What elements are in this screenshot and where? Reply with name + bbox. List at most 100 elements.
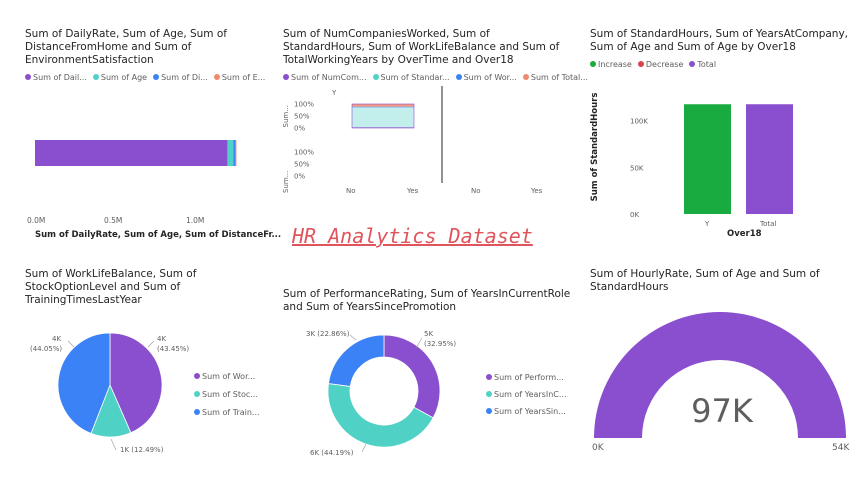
gauge-max-label: 54K (832, 443, 850, 453)
data-label: 4K (157, 335, 166, 343)
data-label: (32.95%) (424, 340, 456, 348)
legend-dot-icon (92, 74, 99, 80)
donut-chart[interactable]: 5K (32.95%) 6K (44.19%) 3K (22.86%) (280, 318, 480, 468)
waterfall-bar (684, 104, 731, 214)
y-tick: 50% (294, 113, 310, 121)
legend-dot-icon (486, 408, 492, 414)
y-tick: 50K (630, 164, 644, 172)
legend-dot-icon (283, 74, 289, 80)
legend-dot-icon (637, 61, 644, 67)
data-label: (43.45%) (157, 345, 189, 353)
legend-dot-icon (590, 61, 596, 67)
legend-item[interactable]: Sum of Di... (153, 73, 208, 82)
panel-header: Y (331, 89, 337, 97)
legend-label: Sum of Stoc... (202, 390, 258, 399)
legend-dot-icon (194, 409, 200, 415)
legend-label: Sum of NumCom... (291, 73, 367, 82)
y-tick: 0% (294, 173, 305, 181)
legend-dot-icon (194, 373, 200, 379)
x-tick: Total (759, 220, 776, 228)
legend-dot-icon (194, 391, 200, 397)
x-tick: Y (704, 220, 710, 228)
gauge-value: 97K (691, 392, 753, 430)
gauge-min-label: 0K (592, 443, 604, 453)
gauge-arc (594, 312, 846, 438)
leader-line (415, 337, 423, 349)
bar-segment (233, 140, 236, 166)
legend-label: Sum of YearsInC... (494, 390, 567, 399)
pie-slice (57, 332, 111, 434)
legend-dot-icon (25, 74, 31, 80)
y-tick: 50% (294, 161, 310, 169)
legend-item[interactable]: Sum of Wor... (194, 368, 260, 386)
stacked-segment (352, 127, 414, 128)
x-tick: Yes (406, 187, 419, 195)
legend-item[interactable]: Decrease (637, 60, 684, 69)
x-tick: No (346, 187, 356, 195)
x-axis-title: Sum of DailyRate, Sum of Age, Sum of Dis… (35, 230, 282, 240)
legend-item[interactable]: Sum of YearsSin... (486, 403, 567, 420)
stacked-segment (352, 107, 414, 128)
legend-dot-icon (455, 74, 462, 80)
small-multiples-chart[interactable]: Y Sum... Sum... 100% 50% 0% 100% 50% 0% No Yes No Ye… (280, 86, 570, 196)
legend-dot-icon (372, 74, 379, 80)
gauge-chart (594, 312, 846, 438)
leader-line (110, 438, 117, 451)
visual-title: Sum of StandardHours, Sum of YearsAtComp… (590, 28, 848, 53)
legend-item[interactable]: Sum of Train... (194, 404, 260, 422)
legend-item[interactable]: Sum of Perform... (486, 369, 567, 386)
chart-legend: Sum of NumCom... Sum of Standar... Sum of … (283, 73, 594, 82)
pie-chart[interactable]: 4K (43.45%) 1K (12.49%) 4K (44.05%) (0, 315, 270, 475)
stacked-area-outline (351, 103, 415, 129)
legend-item[interactable]: Sum of NumCom... (283, 73, 367, 82)
waterfall-bar (746, 104, 793, 214)
stacked-segment (352, 104, 414, 107)
stacked-segment (352, 106, 414, 108)
legend-item[interactable]: Sum of Wor... (455, 73, 517, 82)
visual-title: Sum of NumCompaniesWorked, Sum of Standa… (283, 28, 560, 66)
legend-label: Total (697, 60, 717, 69)
x-tick: 0.5M (104, 216, 123, 225)
legend-item[interactable]: Sum of Stoc... (194, 386, 260, 404)
legend-item[interactable]: Sum of Age (92, 73, 147, 82)
y-tick: 100% (294, 149, 314, 157)
bar-segment (35, 140, 228, 166)
legend-label: Decrease (645, 60, 684, 69)
legend-item[interactable]: Sum of YearsInC... (486, 386, 567, 403)
row-label: Sum... (282, 171, 290, 193)
visual-title: Sum of WorkLifeBalance, Sum of StockOpti… (25, 268, 197, 306)
x-tick: 1.0M (186, 216, 205, 225)
visual-title: Sum of HourlyRate, Sum of Age and Sum of… (590, 268, 820, 293)
legend-label: Sum of YearsSin... (494, 407, 566, 416)
legend-label: Sum of Wor... (463, 73, 517, 82)
data-label: 6K (44.19%) (310, 449, 354, 457)
y-axis-title: Sum of StandardHours (590, 92, 600, 202)
leader-line (147, 340, 155, 348)
legend-label: Sum of Standar... (380, 73, 450, 82)
legend-item[interactable]: Sum of Standar... (372, 73, 450, 82)
visual-title: Sum of PerformanceRating, Sum of YearsIn… (283, 288, 571, 313)
leader-line (361, 443, 367, 453)
row-label: Sum... (282, 105, 290, 127)
y-tick: 0% (294, 125, 305, 133)
chart-legend: Sum of Wor... Sum of Stoc... Sum of Train.… (194, 368, 266, 422)
waterfall-chart: 100K 50K 0K Y Total (630, 104, 793, 228)
legend-item[interactable]: Increase (590, 60, 632, 69)
legend-item[interactable]: Sum of Total... (522, 73, 588, 82)
legend-label: Sum of Train... (202, 408, 260, 417)
y-tick: 100% (294, 101, 314, 109)
data-label: 1K (12.49%) (120, 446, 164, 454)
x-tick: No (471, 187, 481, 195)
legend-dot-icon (522, 74, 529, 80)
legend-label: Sum of Perform... (494, 373, 564, 382)
y-tick: 100K (630, 118, 648, 126)
x-axis-title: Over18 (727, 229, 762, 239)
chart-legend: Increase Decrease Total (590, 60, 722, 69)
legend-item[interactable]: Sum of E... (213, 73, 266, 82)
legend-dot-icon (689, 61, 696, 67)
legend-item[interactable]: Total (689, 60, 716, 69)
bar-chart (35, 140, 237, 166)
legend-item[interactable]: Sum of Dail... (25, 73, 87, 82)
legend-label: Sum of E... (221, 73, 266, 82)
legend-dot-icon (213, 74, 220, 80)
